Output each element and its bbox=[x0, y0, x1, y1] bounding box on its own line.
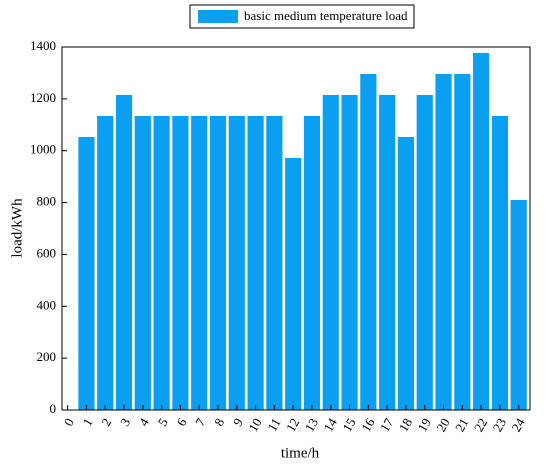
bar bbox=[360, 73, 377, 411]
x-tick-label: 17 bbox=[377, 415, 397, 434]
bar bbox=[153, 115, 170, 410]
bar bbox=[435, 73, 452, 411]
bar bbox=[266, 115, 283, 410]
x-tick-label: 10 bbox=[245, 415, 264, 434]
x-tick-label: 19 bbox=[414, 415, 433, 434]
x-tick-label: 15 bbox=[339, 415, 358, 434]
x-tick-label: 23 bbox=[490, 415, 509, 434]
legend-label: basic medium temperature load bbox=[244, 8, 408, 23]
bar bbox=[341, 94, 358, 410]
bar bbox=[379, 94, 396, 410]
bar bbox=[285, 157, 302, 410]
plot-frame bbox=[61, 46, 531, 411]
x-tick-label: 12 bbox=[283, 415, 302, 434]
legend-box bbox=[189, 4, 415, 29]
bar bbox=[473, 52, 490, 411]
x-tick-label: 24 bbox=[508, 415, 528, 434]
x-tick-label: 4 bbox=[136, 415, 152, 429]
bar bbox=[322, 94, 339, 410]
bar bbox=[454, 73, 471, 411]
x-tick-label: 11 bbox=[264, 415, 283, 433]
x-tick-label: 18 bbox=[396, 415, 415, 434]
bar bbox=[416, 94, 433, 410]
bar bbox=[134, 115, 151, 410]
x-tick-label: 21 bbox=[452, 415, 471, 434]
y-tick-label: 1000 bbox=[30, 142, 56, 157]
x-tick-label: 8 bbox=[211, 415, 227, 428]
y-axis-label: load/kWh bbox=[9, 198, 25, 258]
y-tick-label: 0 bbox=[50, 401, 57, 416]
y-tick-label: 400 bbox=[37, 297, 57, 312]
bar bbox=[247, 115, 264, 410]
x-tick-label: 16 bbox=[358, 415, 378, 434]
y-tick-label: 1400 bbox=[30, 38, 56, 53]
bar bbox=[303, 115, 321, 410]
x-tick-label: 0 bbox=[61, 415, 77, 428]
bar bbox=[491, 115, 509, 410]
bar bbox=[510, 199, 527, 410]
bar bbox=[228, 115, 245, 410]
x-tick-label: 13 bbox=[302, 415, 321, 434]
x-tick-label: 9 bbox=[230, 415, 246, 428]
bar bbox=[397, 136, 415, 410]
x-tick-label: 3 bbox=[117, 415, 133, 428]
x-tick-label: 20 bbox=[433, 415, 452, 434]
x-tick-label: 1 bbox=[79, 415, 95, 428]
bar bbox=[209, 115, 227, 410]
y-tick-label: 1200 bbox=[30, 90, 56, 105]
x-tick-label: 5 bbox=[155, 415, 171, 428]
x-tick-label: 22 bbox=[471, 415, 490, 434]
x-tick-label: 14 bbox=[320, 415, 340, 434]
x-axis-label: time/h bbox=[281, 445, 320, 461]
bar bbox=[172, 115, 189, 410]
x-tick-label: 6 bbox=[173, 415, 189, 429]
y-tick-label: 600 bbox=[37, 245, 57, 260]
bar bbox=[115, 94, 133, 410]
bar bbox=[97, 115, 114, 410]
x-tick-label: 7 bbox=[192, 415, 208, 429]
x-tick-label: 2 bbox=[98, 415, 114, 428]
legend-swatch bbox=[198, 10, 238, 23]
y-tick-label: 200 bbox=[37, 349, 57, 364]
y-tick-label: 800 bbox=[37, 194, 57, 209]
bar bbox=[78, 136, 95, 410]
bar bbox=[191, 115, 208, 410]
